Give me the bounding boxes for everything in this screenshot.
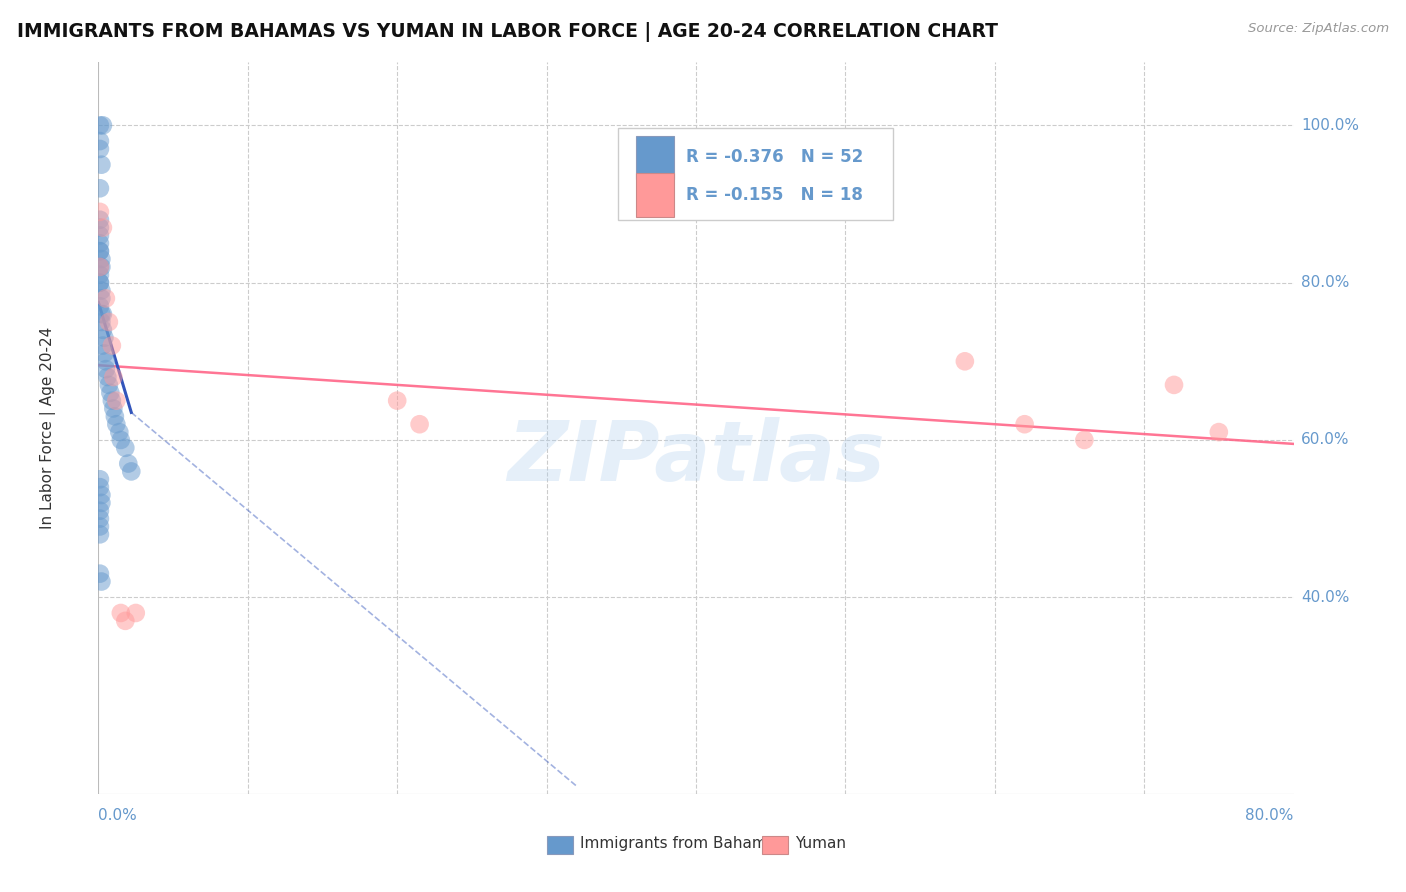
Point	[385, 393, 409, 408]
Point	[89, 244, 111, 259]
Point	[114, 441, 136, 455]
Point	[1163, 378, 1185, 392]
Text: Immigrants from Bahamas: Immigrants from Bahamas	[581, 836, 785, 851]
Point	[90, 284, 112, 298]
Point	[94, 292, 117, 306]
Point	[89, 119, 111, 133]
Point	[1073, 433, 1095, 447]
Text: Yuman: Yuman	[796, 836, 846, 851]
Text: In Labor Force | Age 20-24: In Labor Force | Age 20-24	[41, 327, 56, 529]
Point	[98, 385, 122, 400]
Point	[89, 205, 111, 219]
Point	[125, 606, 148, 620]
FancyBboxPatch shape	[619, 128, 893, 219]
Point	[89, 181, 111, 195]
Point	[89, 142, 111, 156]
Point	[89, 212, 111, 227]
Point	[114, 614, 136, 628]
Point	[89, 276, 111, 290]
Point	[89, 527, 111, 541]
Point	[89, 260, 111, 274]
Text: 40.0%: 40.0%	[1301, 590, 1350, 605]
Point	[90, 158, 112, 172]
Point	[89, 134, 111, 148]
Point	[89, 268, 111, 282]
Point	[89, 244, 111, 259]
Point	[90, 496, 112, 510]
Point	[117, 457, 139, 471]
Point	[103, 370, 125, 384]
Point	[1208, 425, 1230, 439]
Point	[89, 519, 111, 533]
Point	[91, 323, 114, 337]
Point	[103, 401, 125, 416]
Point	[91, 338, 114, 352]
Point	[90, 574, 112, 589]
Text: 60.0%: 60.0%	[1301, 433, 1350, 448]
Point	[101, 393, 124, 408]
Text: R = -0.155   N = 18: R = -0.155 N = 18	[686, 186, 863, 204]
Point	[104, 409, 127, 424]
Point	[89, 504, 111, 518]
Point	[90, 307, 112, 321]
Point	[91, 220, 114, 235]
Point	[408, 417, 430, 432]
Point	[1014, 417, 1036, 432]
Point	[105, 417, 128, 432]
Point	[108, 425, 131, 439]
Point	[89, 276, 111, 290]
Point	[89, 472, 111, 486]
Point	[93, 346, 115, 360]
Text: 100.0%: 100.0%	[1301, 118, 1360, 133]
Point	[94, 354, 117, 368]
Point	[105, 393, 128, 408]
Point	[953, 354, 976, 368]
Point	[97, 378, 120, 392]
Text: 80.0%: 80.0%	[1246, 808, 1294, 823]
Point	[101, 338, 124, 352]
Text: Source: ZipAtlas.com: Source: ZipAtlas.com	[1249, 22, 1389, 36]
Point	[89, 511, 111, 525]
Point	[90, 252, 112, 266]
Point	[90, 488, 112, 502]
Point	[89, 566, 111, 581]
FancyBboxPatch shape	[637, 173, 675, 217]
Point	[94, 362, 117, 376]
Text: IMMIGRANTS FROM BAHAMAS VS YUMAN IN LABOR FORCE | AGE 20-24 CORRELATION CHART: IMMIGRANTS FROM BAHAMAS VS YUMAN IN LABO…	[17, 22, 998, 42]
Point	[90, 292, 112, 306]
Point	[97, 315, 120, 329]
Point	[93, 331, 115, 345]
Point	[89, 480, 111, 494]
Bar	[762, 836, 787, 854]
Point	[110, 433, 132, 447]
Point	[89, 236, 111, 251]
Point	[120, 464, 142, 478]
Point	[90, 315, 112, 329]
Point	[91, 307, 114, 321]
Point	[96, 370, 118, 384]
Point	[90, 260, 112, 274]
Text: ZIPatlas: ZIPatlas	[508, 417, 884, 498]
Bar	[547, 836, 572, 854]
Point	[89, 260, 111, 274]
Text: 0.0%: 0.0%	[98, 808, 138, 823]
Point	[89, 228, 111, 243]
Point	[89, 220, 111, 235]
Point	[91, 119, 114, 133]
Point	[89, 299, 111, 313]
Point	[110, 606, 132, 620]
Text: 80.0%: 80.0%	[1301, 275, 1350, 290]
FancyBboxPatch shape	[637, 136, 675, 178]
Text: R = -0.376   N = 52: R = -0.376 N = 52	[686, 148, 863, 166]
